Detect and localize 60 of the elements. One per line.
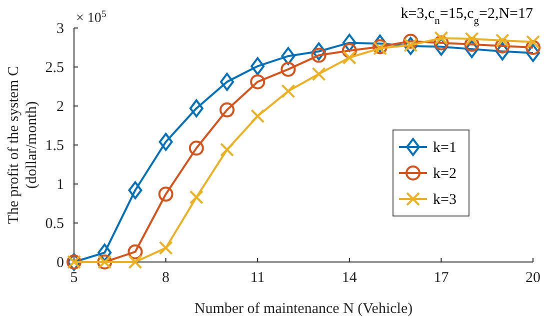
point [158,186,174,202]
point [404,38,418,52]
point [526,40,540,55]
point [220,72,234,91]
point [312,67,326,82]
x-tick-label: 8 [162,270,170,286]
point [434,31,448,46]
y-tick-label: 1.5 [45,138,64,154]
point [158,240,173,255]
point [280,62,296,77]
point [403,34,418,49]
legend-label: k=3 [433,192,456,208]
point [495,33,510,48]
point [342,50,356,65]
point [128,181,142,200]
point [250,109,265,124]
point [158,132,173,151]
point [189,99,204,118]
point [250,57,265,76]
point [220,142,234,157]
point [98,244,112,262]
x-tick-label: 20 [526,270,540,286]
x-tick-label: 17 [434,270,450,286]
text: × 10$^{5}$ [76,8,106,26]
point [312,42,326,60]
point [281,47,296,66]
y-tick-label: 1 [56,177,64,193]
y-tick-label: 2.5 [45,60,64,76]
point [128,255,142,269]
legend-label: k=2 [433,166,456,182]
point [404,36,418,55]
point [526,35,540,50]
point [434,35,449,50]
point [189,190,204,204]
x-axis-title: Number of maintenance N (Vehicle) [194,301,413,317]
point [434,38,448,56]
y-tick-label: 3 [56,21,64,37]
point [526,44,540,62]
y-axis-title: The profit of the system C (dollar/month) [6,66,40,224]
point [464,36,480,52]
point [494,38,510,54]
text: k=3,c$_{n}$=15,c$_{g}$=2,N=17 [400,6,534,26]
point [495,42,510,60]
x-tick-label: 11 [250,270,265,286]
point [250,74,266,90]
point [342,34,356,52]
y-tick-label: 2 [56,99,64,115]
y-tick-label: 0 [56,255,64,271]
point [220,102,234,118]
point [128,244,143,260]
x-tick-label: 5 [70,270,78,286]
point [281,84,296,98]
point [464,32,479,46]
point [464,40,479,58]
x-tick-label: 14 [342,270,358,286]
legend-label: k=1 [433,140,456,156]
point [188,140,204,156]
point [342,43,357,58]
point [311,48,326,63]
y-tick-label: 0.5 [45,216,64,232]
